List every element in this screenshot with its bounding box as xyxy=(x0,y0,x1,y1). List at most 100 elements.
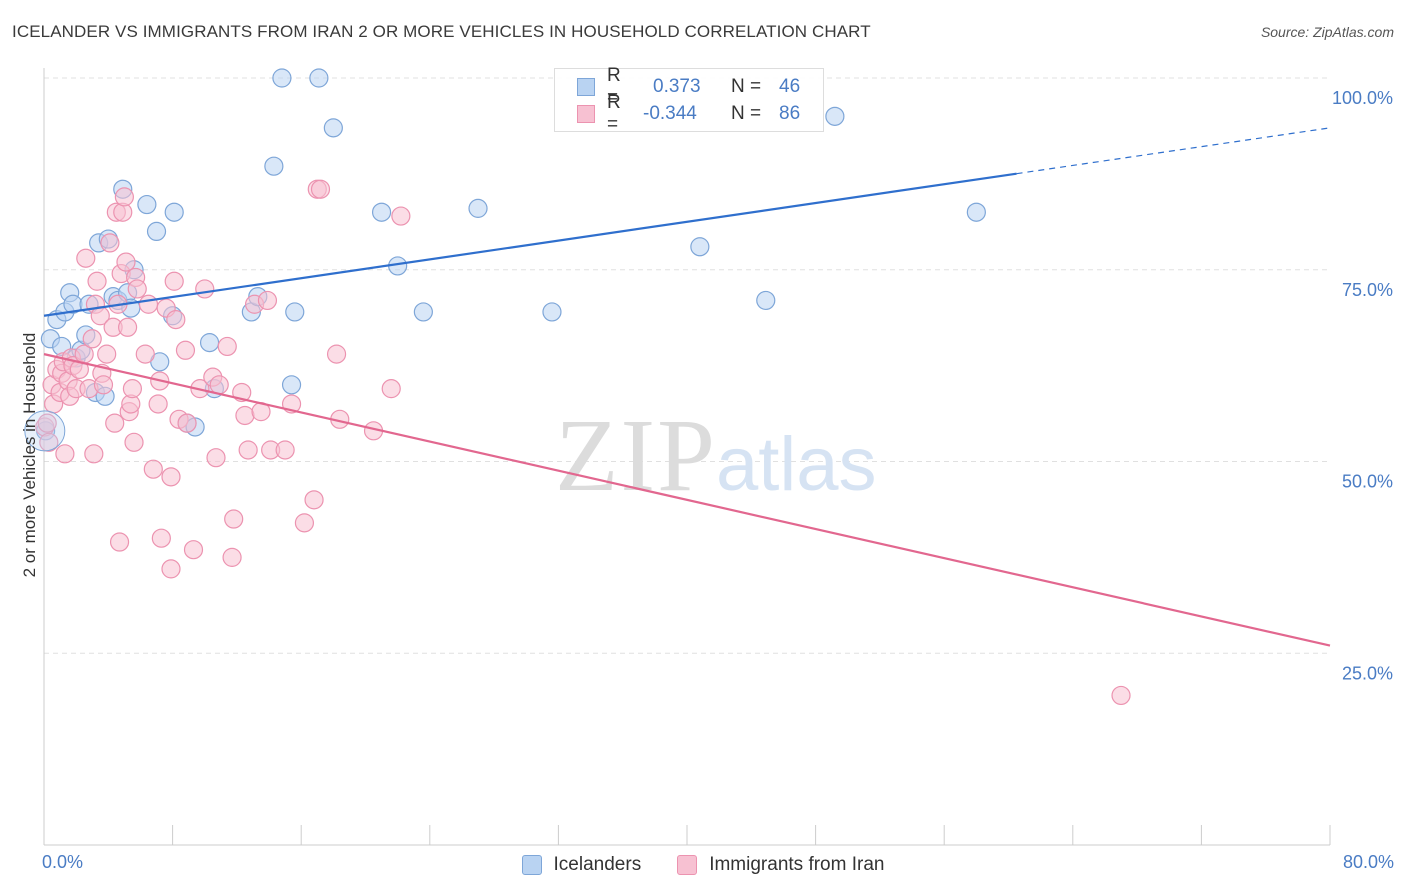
iran-trend-line xyxy=(43,353,1331,647)
legend-n-label: N = xyxy=(731,76,762,97)
icelander-point xyxy=(199,333,220,353)
iran-point xyxy=(326,344,347,364)
y-axis-label: 2 or more Vehicles in Household xyxy=(20,332,39,578)
source-label: Source: ZipAtlas.com xyxy=(1260,24,1394,40)
icelander-point xyxy=(690,237,710,257)
iran-point xyxy=(151,528,171,548)
iran-point xyxy=(304,490,324,510)
iran-point xyxy=(37,413,57,433)
iran-point xyxy=(381,379,401,399)
legend-label-icelanders: Icelanders xyxy=(553,854,642,875)
icelander-point xyxy=(825,106,845,126)
iran-point xyxy=(257,290,278,311)
iran-point xyxy=(161,559,181,579)
iran-point xyxy=(166,310,186,330)
x-tick-label-min: 0.0% xyxy=(42,852,84,872)
watermark-zip: ZIP xyxy=(555,398,717,513)
icelander-point xyxy=(285,302,305,322)
iran-point xyxy=(100,233,120,253)
iran-point xyxy=(87,271,107,291)
iran-point xyxy=(235,405,255,426)
iran-point xyxy=(275,440,295,460)
legend-n-label: N = xyxy=(731,103,762,124)
legend-item-iran: Immigrants from Iran xyxy=(677,854,884,876)
iran-point xyxy=(161,467,181,487)
iran-point xyxy=(84,444,104,464)
iran-point xyxy=(93,375,114,395)
correlation-legend: R = 0.373 N = 46 R = -0.344 N = 86 xyxy=(554,65,824,135)
iran-point xyxy=(143,459,163,479)
icelander-point xyxy=(756,290,776,311)
iran-point xyxy=(391,206,411,226)
iran-point xyxy=(127,279,147,299)
iran-point xyxy=(209,375,229,395)
iran-point xyxy=(138,294,159,314)
iran-point xyxy=(124,432,144,452)
iran-point xyxy=(195,279,215,299)
legend-swatch-pink xyxy=(577,105,595,123)
grid-layer xyxy=(44,77,1330,654)
icelander-point xyxy=(272,68,292,88)
y-tick-label-100: 100.0% xyxy=(1332,88,1393,108)
chart-title: ICELANDER VS IMMIGRANTS FROM IRAN 2 OR M… xyxy=(12,22,871,41)
iran-point xyxy=(238,440,258,460)
legend-label-iran: Immigrants from Iran xyxy=(709,854,885,875)
iran-point xyxy=(117,317,138,337)
legend-swatch-blue xyxy=(521,855,542,875)
legend-r-value: 0.373 xyxy=(653,76,701,97)
icelander-point xyxy=(164,202,184,222)
iran-point xyxy=(82,329,102,349)
iran-point xyxy=(1111,685,1131,706)
y-tick-label-25: 25.0% xyxy=(1342,663,1393,683)
iran-point xyxy=(109,532,130,552)
iran-point xyxy=(76,248,96,268)
iran-point xyxy=(122,379,143,399)
iran-point xyxy=(177,413,197,433)
icelander-point xyxy=(966,202,986,222)
icelander-point xyxy=(371,202,392,222)
icelander-point xyxy=(264,156,284,176)
legend-n-value: 86 xyxy=(779,103,801,124)
icelander-point xyxy=(281,375,302,395)
icelander-point xyxy=(468,198,488,218)
y-tick-label-50: 50.0% xyxy=(1342,472,1393,492)
legend-row-iran: R = -0.344 N = 86 xyxy=(555,92,801,135)
iran-point xyxy=(164,271,184,291)
iran-point xyxy=(148,394,168,414)
iran-point xyxy=(294,513,315,533)
iran-point xyxy=(55,444,75,464)
watermark-atlas: atlas xyxy=(716,422,877,507)
icelander-point xyxy=(542,302,562,322)
iran-point xyxy=(310,179,331,199)
iran-point xyxy=(183,540,204,560)
icelander-point xyxy=(146,221,167,241)
icelander-point-large xyxy=(24,410,66,452)
legend-swatch-blue xyxy=(577,78,595,96)
iran-point xyxy=(97,344,117,364)
icelander-point xyxy=(323,118,343,138)
legend-r-value: -0.344 xyxy=(643,103,697,124)
legend-r-label: R = xyxy=(607,65,621,108)
y-tick-label-75: 75.0% xyxy=(1342,280,1393,300)
legend-n-value: 46 xyxy=(779,76,801,97)
series-legend: Icelanders Immigrants from Iran xyxy=(0,852,1406,878)
iran-point xyxy=(135,344,155,364)
legend-swatch-pink xyxy=(677,855,698,875)
iran-point xyxy=(114,187,134,207)
legend-item-icelanders: Icelanders xyxy=(521,854,642,876)
icelanders-trend-extension xyxy=(1016,127,1331,175)
legend-r-label: R = xyxy=(607,92,621,135)
legend-row-icelanders: R = 0.373 N = 46 xyxy=(555,65,801,108)
icelander-point xyxy=(137,194,157,215)
iran-point xyxy=(175,340,196,360)
y-tick-labels: 25.0% 50.0% 75.0% 100.0% xyxy=(1332,88,1393,683)
iran-point xyxy=(206,448,226,468)
trend-layer xyxy=(43,127,1331,647)
iran-point xyxy=(224,509,244,529)
icelander-point xyxy=(309,68,329,88)
watermark: ZIP atlas xyxy=(555,398,877,513)
iran-point xyxy=(217,336,237,357)
axis-layer xyxy=(43,68,1331,846)
icelanders-trend-line xyxy=(43,172,1017,317)
